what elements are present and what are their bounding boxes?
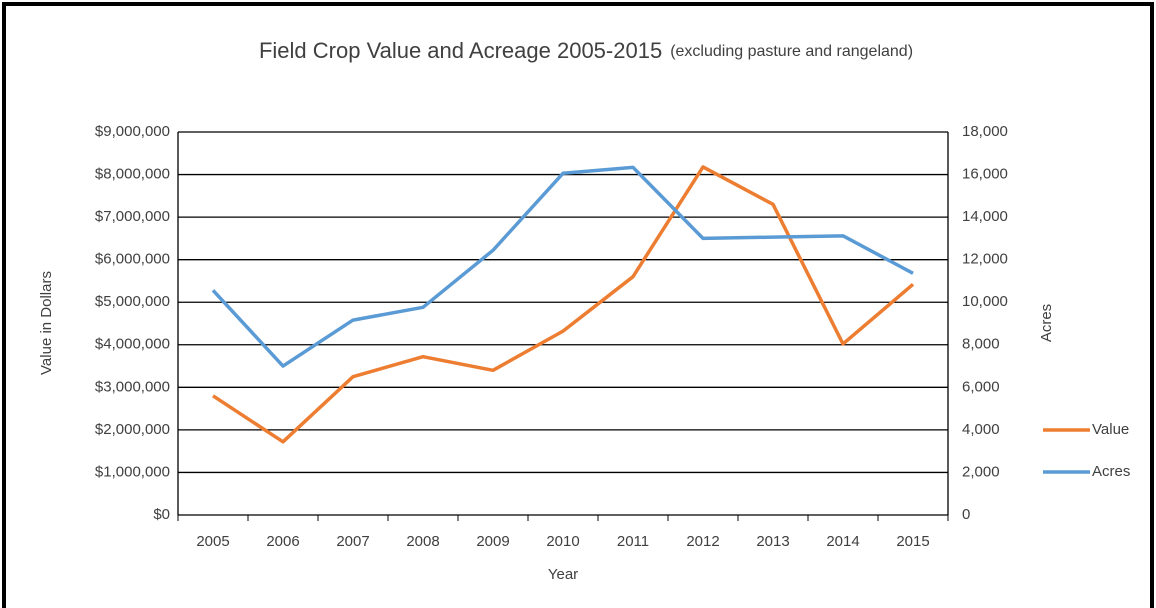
y-tick-label: $9,000,000 <box>95 123 170 140</box>
y2-tick-label: 6,000 <box>962 378 1000 395</box>
y-tick-label: $2,000,000 <box>95 421 170 438</box>
x-tick-label: 2006 <box>266 533 299 550</box>
x-tick-label: 2009 <box>476 533 509 550</box>
y2-tick-label: 0 <box>962 506 970 523</box>
x-tick-label: 2014 <box>826 533 859 550</box>
y-tick-label: $5,000,000 <box>95 293 170 310</box>
series-line <box>212 165 915 444</box>
legend-label: Acres <box>1092 463 1130 480</box>
y2-tick-label: 12,000 <box>962 251 1008 268</box>
y-tick-label: $8,000,000 <box>95 166 170 183</box>
y2-tick-label: 10,000 <box>962 293 1008 310</box>
x-tick-label: 2013 <box>756 533 789 550</box>
y2-tick-label: 14,000 <box>962 208 1008 225</box>
x-tick-label: 2012 <box>686 533 719 550</box>
y-tick-label: $7,000,000 <box>95 208 170 225</box>
y-tick-label: $3,000,000 <box>95 378 170 395</box>
y2-tick-label: 16,000 <box>962 166 1008 183</box>
y-tick-label: $4,000,000 <box>95 336 170 353</box>
y-tick-label: $0 <box>153 506 170 523</box>
x-tick-label: 2005 <box>196 533 229 550</box>
x-tick-label: 2008 <box>406 533 439 550</box>
series-line <box>211 165 914 368</box>
x-axis-title: Year <box>548 566 578 583</box>
x-tick-label: 2011 <box>617 533 649 550</box>
x-tick-label: 2015 <box>896 533 929 550</box>
y2-tick-label: 18,000 <box>962 123 1008 140</box>
y-axis-title: Value in Dollars <box>38 271 55 375</box>
y2-tick-label: 2,000 <box>962 463 1000 480</box>
subtitle: (excluding pasture and rangeland) <box>670 43 913 60</box>
y-tick-label: $6,000,000 <box>95 251 170 268</box>
y-tick-label: $1,000,000 <box>95 463 170 480</box>
x-tick-label: 2007 <box>336 533 369 550</box>
chart-title: Field Crop Value and Acreage 2005-2015 (e… <box>259 38 913 63</box>
title: Field Crop Value and Acreage 2005-2015 <box>259 38 662 63</box>
y2-axis-title: Acres <box>1038 304 1055 342</box>
legend-label: Value <box>1092 421 1129 438</box>
x-tick-label: 2010 <box>546 533 579 550</box>
y2-tick-label: 4,000 <box>962 421 1000 438</box>
y2-tick-label: 8,000 <box>962 336 1000 353</box>
